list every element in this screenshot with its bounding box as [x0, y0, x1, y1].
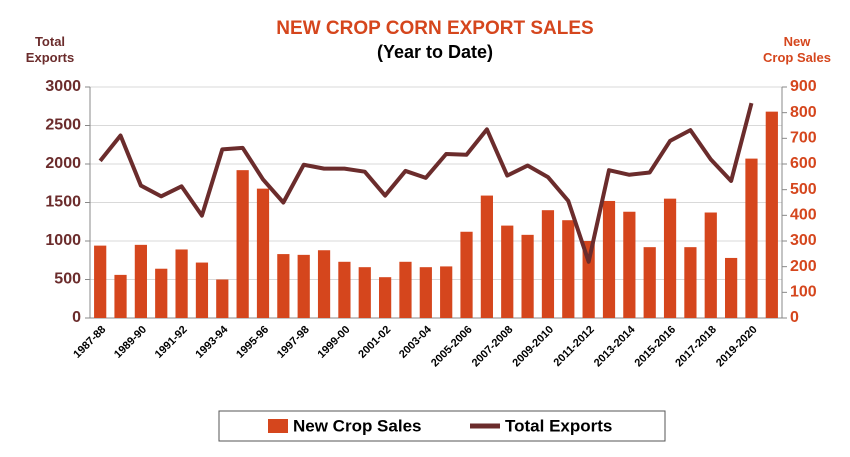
x-tick-label: 2005-2006	[429, 324, 475, 370]
y-tick-label: 2500	[45, 117, 81, 134]
bar	[277, 254, 290, 318]
chart-subtitle: (Year to Date)	[377, 42, 493, 62]
x-tick-label: 1993-94	[193, 323, 231, 361]
x-tick-label: 1997-98	[275, 324, 312, 361]
y-tick-label: 1500	[45, 194, 81, 211]
bar	[379, 277, 392, 318]
y2-tick-label: 600	[790, 155, 817, 172]
x-tick-label: 2017-2018	[673, 324, 719, 370]
bar	[623, 211, 636, 318]
y2-tick-label: 200	[790, 258, 817, 275]
bar	[317, 250, 331, 318]
bar	[419, 267, 432, 318]
bar	[562, 220, 575, 318]
bar	[541, 210, 555, 318]
bar	[602, 200, 616, 318]
bar	[501, 225, 514, 318]
y2-axis-title: New Crop Sales	[763, 34, 831, 65]
y2-tick-label: 500	[790, 181, 817, 198]
x-tick-label: 1999-00	[316, 324, 353, 361]
bar	[440, 266, 453, 318]
chart-title: NEW CROP CORN EXPORT SALES	[276, 18, 593, 39]
bar	[195, 262, 209, 318]
bar	[460, 231, 473, 318]
legend-label: New Crop Sales	[293, 416, 422, 435]
bar	[663, 198, 677, 318]
y2-tick-label: 400	[790, 207, 817, 224]
x-tick-label: 2009-2010	[510, 324, 556, 370]
bar	[684, 247, 697, 318]
y-tick-label: 0	[72, 309, 81, 326]
bar	[94, 245, 107, 318]
bar	[643, 247, 656, 318]
x-tick-label: 1995-96	[234, 324, 271, 361]
x-tick-label: 2019-2020	[714, 324, 760, 370]
bar	[155, 268, 168, 318]
y-tick-label: 2000	[45, 155, 81, 172]
y2-tick-label: 700	[790, 130, 817, 147]
bar	[338, 261, 351, 318]
x-tick-label: 2007-2008	[470, 324, 516, 370]
bar	[765, 111, 778, 318]
x-tick-label: 1989-90	[112, 324, 149, 361]
x-tick-label: 2011-2012	[552, 324, 597, 369]
y-tick-label: 1000	[45, 232, 81, 249]
bar	[582, 241, 595, 318]
bar	[134, 244, 147, 318]
bar	[297, 254, 310, 318]
y-axis-title: Total Exports	[25, 34, 75, 65]
legend-box	[218, 410, 666, 442]
bar	[114, 274, 127, 318]
x-tick-label: 2013-2014	[592, 323, 638, 369]
bar	[216, 279, 229, 318]
bar	[745, 158, 758, 318]
y2-tick-label: 100	[790, 284, 817, 301]
bar	[358, 267, 371, 318]
x-tick-label: 1987-88	[71, 324, 108, 361]
x-tick-label: 2015-2016	[633, 324, 679, 370]
y2-tick-label: 900	[790, 78, 817, 95]
bar	[399, 261, 412, 318]
legend-swatch	[268, 419, 288, 433]
legend-label: Total Exports	[505, 416, 612, 435]
bar	[256, 188, 270, 318]
bar	[521, 234, 534, 318]
bar	[175, 249, 188, 318]
y-tick-label: 3000	[45, 78, 81, 95]
y2-tick-label: 0	[790, 309, 799, 326]
x-tick-label: 2003-04	[397, 323, 435, 361]
bar	[236, 170, 249, 318]
x-tick-label: 2001-02	[356, 324, 393, 361]
y2-tick-label: 800	[790, 104, 817, 121]
bar	[704, 212, 717, 318]
x-tick-label: 1991-92	[153, 324, 190, 361]
bar	[725, 257, 738, 318]
y2-tick-label: 300	[790, 232, 817, 249]
bar	[480, 195, 493, 318]
y-tick-label: 500	[54, 271, 81, 288]
line	[98, 102, 754, 264]
